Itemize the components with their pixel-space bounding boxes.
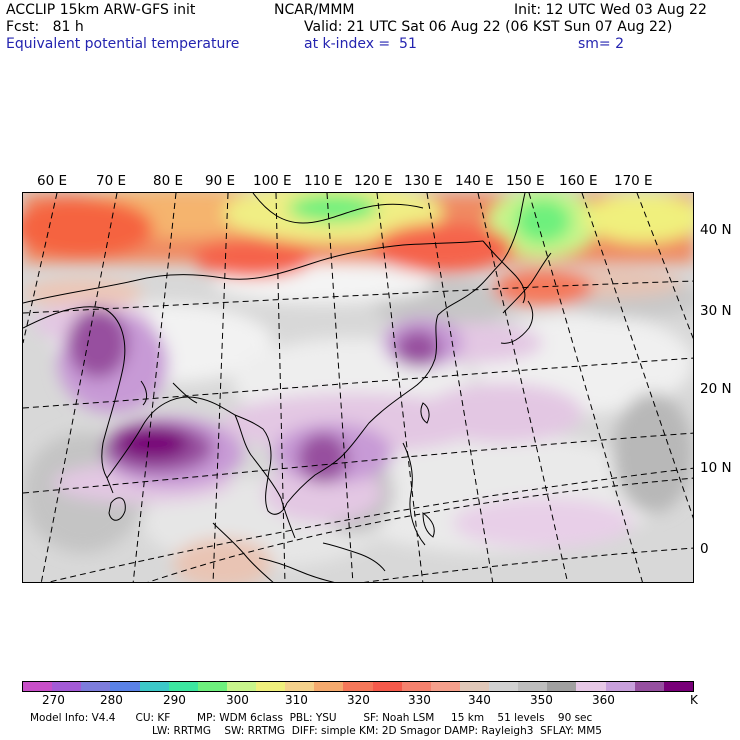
colorbar-swatch <box>459 682 489 691</box>
colorbar-swatch <box>314 682 344 691</box>
colorbar-label: 270 <box>42 693 65 707</box>
org-label: NCAR/MMM <box>274 2 355 18</box>
colorbar-label: 360 <box>592 693 615 707</box>
init-time: Init: 12 UTC Wed 03 Aug 22 <box>514 2 707 18</box>
colorbar-swatch <box>518 682 548 691</box>
colorbar-swatch <box>401 682 431 691</box>
colorbar-swatch <box>110 682 140 691</box>
lon-label: 130 E <box>404 173 443 189</box>
colorbar-swatch <box>197 682 227 691</box>
lon-label: 80 E <box>153 173 183 189</box>
lon-label: 170 E <box>614 173 653 189</box>
lat-label: 0 <box>700 541 709 557</box>
lat-label: 40 N <box>700 222 732 238</box>
colorbar-label: 340 <box>468 693 491 707</box>
lat-label: 20 N <box>700 381 732 397</box>
colorbar-swatch <box>23 682 53 691</box>
colorbar-unit: K <box>690 693 698 707</box>
colorbar-swatch <box>256 682 286 691</box>
field-patches <box>23 193 693 582</box>
lon-label: 100 E <box>253 173 292 189</box>
lon-label: 160 E <box>559 173 598 189</box>
colorbar-swatch <box>489 682 519 691</box>
colorbar-swatch <box>81 682 111 691</box>
lon-label: 120 E <box>354 173 393 189</box>
colorbar-swatch <box>343 682 373 691</box>
graticule <box>23 193 693 582</box>
forecast-hour: Fcst: 81 h <box>6 19 84 35</box>
colorbar-label: 290 <box>163 693 186 707</box>
lon-label: 150 E <box>506 173 545 189</box>
lon-label: 90 E <box>205 173 235 189</box>
lat-label: 10 N <box>700 460 732 476</box>
colorbar-swatch <box>372 682 402 691</box>
map-canvas <box>23 193 693 582</box>
colorbar-swatch <box>430 682 460 691</box>
lon-label: 70 E <box>96 173 126 189</box>
colorbar-label: 310 <box>285 693 308 707</box>
colorbar-swatch <box>547 682 577 691</box>
model-info-line1: Model Info: V4.4 CU: KF MP: WDM 6class P… <box>30 712 593 724</box>
colorbar-label: 350 <box>530 693 553 707</box>
smoothing-label: sm= 2 <box>578 36 625 52</box>
colorbar-label: 300 <box>226 693 249 707</box>
colorbar-swatch <box>663 682 693 691</box>
lon-label: 110 E <box>304 173 343 189</box>
colorbar-swatch <box>226 682 256 691</box>
colorbar-swatch <box>52 682 82 691</box>
lon-label: 140 E <box>455 173 494 189</box>
colorbar-swatch <box>168 682 198 691</box>
colorbar <box>22 681 694 692</box>
colorbar-swatch <box>285 682 315 691</box>
colorbar-label: 280 <box>100 693 123 707</box>
model-info-line2: LW: RRTMG SW: RRTMG DIFF: simple KM: 2D … <box>152 725 602 737</box>
colorbar-swatch <box>139 682 169 691</box>
colorbar-swatch <box>576 682 606 691</box>
colorbar-swatch <box>634 682 664 691</box>
model-title: ACCLIP 15km ARW-GFS init <box>6 2 196 18</box>
colorbar-label: 320 <box>347 693 370 707</box>
theta-e-map <box>22 192 694 583</box>
level-label: at k-index = 51 <box>304 36 417 52</box>
valid-time: Valid: 21 UTC Sat 06 Aug 22 (06 KST Sun … <box>304 19 673 35</box>
colorbar-swatch <box>605 682 635 691</box>
field-name: Equivalent potential temperature <box>6 36 240 52</box>
lon-label: 60 E <box>37 173 67 189</box>
colorbar-label: 330 <box>408 693 431 707</box>
lat-label: 30 N <box>700 303 732 319</box>
